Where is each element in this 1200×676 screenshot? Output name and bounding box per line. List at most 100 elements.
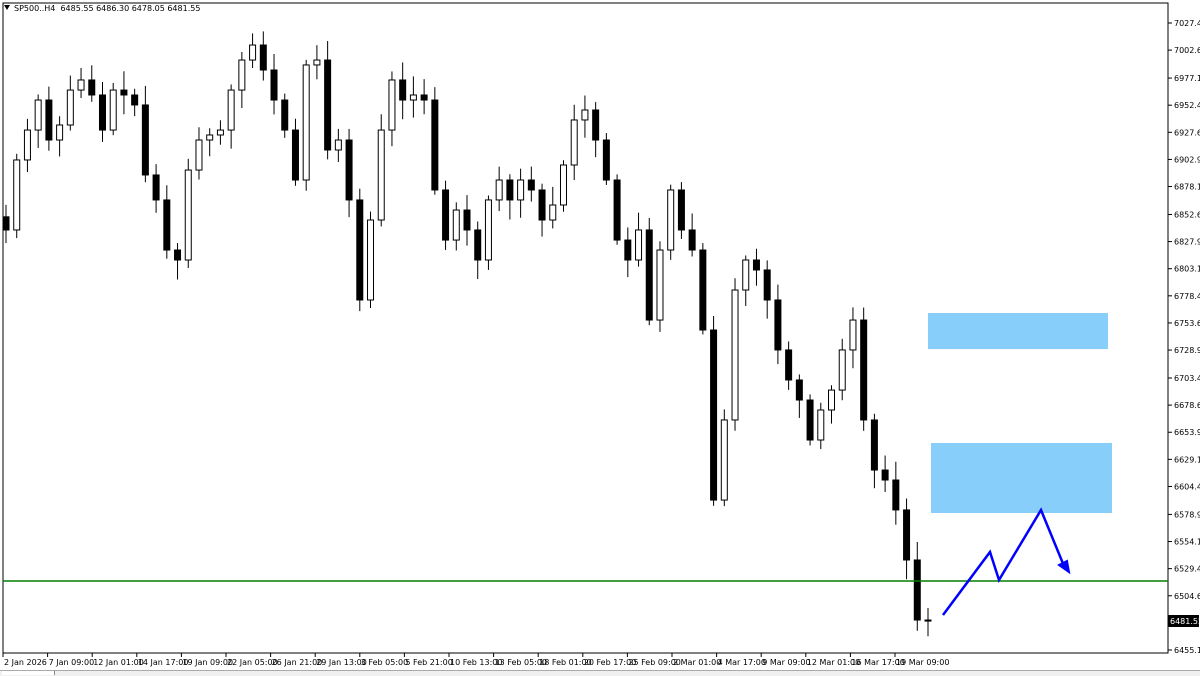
y-tick-label: 6529.40 (1174, 565, 1200, 574)
y-tick-label: 6504.65 (1174, 592, 1200, 601)
projection-arrow-path[interactable] (941, 507, 1066, 616)
candle-body (849, 319, 857, 351)
candle-body (184, 169, 192, 261)
x-tick-label: 14 Jan 17:00 (138, 658, 189, 667)
candle-body (581, 109, 589, 121)
symbol-label: SP500..H4 (14, 4, 56, 13)
x-tick-label: 26 Jan 21:00 (272, 658, 323, 667)
x-tick-label: 3 Feb 05:00 (361, 658, 408, 667)
candle-body (45, 99, 53, 141)
candle-body (667, 189, 675, 251)
candle-body (731, 289, 739, 421)
candle-body (484, 199, 492, 261)
y-tick-label: 6578.90 (1174, 510, 1200, 519)
candle-body (828, 389, 836, 411)
candle-body (452, 209, 460, 241)
candle-body (549, 204, 557, 221)
candle-body (206, 134, 214, 141)
y-tick-label: 6827.90 (1174, 238, 1200, 247)
candle-body (77, 79, 85, 91)
current-price-label: 6481.55 (1170, 617, 1200, 626)
candle-body (635, 229, 643, 261)
candle-body (527, 179, 535, 191)
y-tick-label: 6554.15 (1174, 538, 1200, 547)
candle-body (313, 59, 321, 66)
candle-body (249, 44, 257, 61)
ohlc-readout: 6485.55 6486.30 6478.05 6481.55 (60, 4, 201, 13)
x-tick-label: 5 Feb 21:00 (405, 658, 452, 667)
y-tick-label: 6878.15 (1174, 183, 1200, 192)
y-tick-label: 6455.15 (1174, 646, 1200, 655)
y-tick-label: 6753.65 (1174, 319, 1200, 328)
candle-body (892, 479, 900, 511)
candle-body (720, 419, 728, 501)
candle-body (559, 164, 567, 206)
candle-body (752, 259, 760, 271)
y-tick-label: 7002.65 (1174, 46, 1200, 55)
candle-body (517, 179, 525, 201)
supply-zone[interactable] (931, 442, 1112, 513)
candle-body (838, 349, 846, 391)
y-tick-label: 6703.40 (1174, 374, 1200, 383)
x-tick-label: 2 Mar 01:00 (673, 658, 721, 667)
candle-body (120, 89, 128, 96)
x-tick-label: 7 Jan 09:00 (49, 658, 95, 667)
candle-body (141, 104, 149, 176)
candle-body (710, 329, 718, 501)
candle-body (742, 259, 750, 291)
candle-body (763, 269, 771, 301)
candle-body (302, 64, 310, 181)
candle-body (88, 79, 96, 96)
candle-body (174, 249, 182, 261)
scrollbar-thumb[interactable] (2, 671, 55, 675)
candle-body (259, 44, 267, 71)
candle-body (592, 109, 600, 141)
horizontal-scrollbar[interactable] (0, 670, 1200, 676)
dropdown-triangle-icon[interactable] (4, 5, 10, 10)
candle-body (613, 179, 621, 241)
candle-body (227, 89, 235, 131)
candle-body (56, 124, 64, 141)
candle-body (399, 79, 407, 101)
candle-body (238, 59, 246, 91)
candle-body (795, 379, 803, 401)
y-tick-label: 6678.65 (1174, 401, 1200, 410)
candle-body (356, 199, 364, 301)
candle-body (216, 129, 224, 136)
y-tick-label: 7027.40 (1174, 19, 1200, 28)
candle-body (334, 139, 342, 151)
candle-body (291, 129, 299, 181)
supply-zone[interactable] (928, 313, 1108, 350)
candle-body (23, 129, 31, 161)
candle-body (677, 189, 685, 231)
y-tick-label: 6902.90 (1174, 155, 1200, 164)
candle-body (474, 229, 482, 261)
candle-body (774, 299, 782, 351)
candle-body (367, 219, 375, 301)
x-tick-label: 22 Jan 05:00 (227, 658, 278, 667)
plot-frame (2, 2, 1169, 654)
candle-body (345, 139, 353, 201)
candle-body (409, 94, 417, 101)
candle-body (506, 179, 514, 201)
candle-body (34, 99, 42, 131)
y-tick-label: 6653.90 (1174, 428, 1200, 437)
candle-body (860, 319, 868, 421)
candle-body (913, 559, 921, 621)
x-tick-label: 2 Jan 2026 (4, 658, 47, 667)
x-tick-label: 20 Feb 17:00 (584, 658, 636, 667)
y-tick-label: 6604.40 (1174, 482, 1200, 491)
x-tick-label: 13 Feb 05:00 (495, 658, 547, 667)
candle-body (924, 619, 932, 622)
x-tick-label: 9 Mar 09:00 (762, 658, 810, 667)
candle-body (903, 509, 911, 561)
candle-body (645, 229, 653, 321)
candle-body (98, 94, 106, 131)
y-tick-label: 6852.65 (1174, 210, 1200, 219)
y-tick-label: 6629.15 (1174, 455, 1200, 464)
candle-body (13, 159, 21, 231)
candle-body (131, 94, 139, 106)
candle-body (688, 229, 696, 251)
y-tick-label: 6977.15 (1174, 74, 1200, 83)
